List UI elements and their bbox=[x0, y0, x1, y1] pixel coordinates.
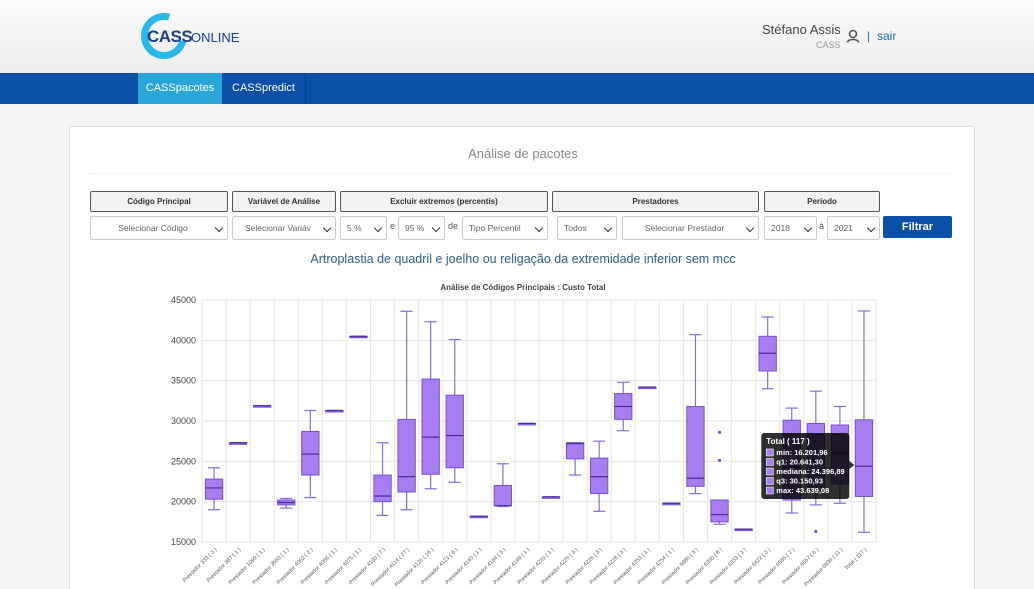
logo-online-text: ONLINE bbox=[191, 30, 240, 45]
connector-a: à bbox=[819, 221, 825, 231]
chevron-down-icon bbox=[866, 223, 876, 233]
logo-cass-text: CASS bbox=[147, 27, 193, 46]
chart-title: Análise de Códigos Principais : Custo To… bbox=[440, 283, 606, 292]
prestador-select[interactable]: Selecionar Prestador bbox=[622, 216, 759, 240]
tab-casspredict[interactable]: CASSpredict bbox=[222, 73, 306, 104]
tooltip-swatch bbox=[765, 458, 774, 466]
outlier-point bbox=[814, 529, 818, 534]
year-to-select[interactable]: 2021 bbox=[827, 216, 880, 240]
y-tick-label: 25000 bbox=[171, 456, 196, 466]
box bbox=[565, 442, 585, 460]
y-tick-label: 15000 bbox=[171, 537, 196, 547]
year-to-value: 2021 bbox=[834, 223, 853, 233]
codigo-select[interactable]: Selecionar Código bbox=[90, 216, 228, 240]
header-separator: | bbox=[867, 29, 871, 43]
pct-low-value: 5 % bbox=[347, 223, 362, 233]
pct-high-value: 95 % bbox=[405, 223, 425, 233]
connector-e: e bbox=[390, 221, 396, 231]
tooltip-swatch bbox=[765, 448, 774, 457]
main-nav: CASSpacotes CASSpredict bbox=[0, 73, 1034, 104]
chevron-down-icon bbox=[803, 223, 813, 233]
label-prestadores: Prestadores bbox=[552, 191, 759, 212]
logout-link[interactable]: sair bbox=[877, 29, 897, 43]
box bbox=[493, 485, 513, 507]
tooltip-title: Total ( 117 ) bbox=[766, 437, 810, 446]
pct-low-select[interactable]: 5 % bbox=[340, 216, 387, 240]
chevron-down-icon bbox=[214, 223, 224, 233]
box bbox=[710, 499, 729, 523]
tooltip-line: min: 16.201,96 bbox=[776, 448, 827, 457]
label-variavel-analise: Variável de Análise bbox=[232, 191, 336, 212]
tooltip-line: q3: 30.150,93 bbox=[776, 477, 823, 486]
y-tick-label: 30000 bbox=[171, 416, 196, 426]
x-tick-label: Total ( 117 ) bbox=[844, 547, 869, 572]
y-tick-label: 40000 bbox=[171, 335, 196, 345]
cass-logo[interactable]: CASS ONLINE bbox=[132, 4, 261, 68]
prestador-scope-value: Todos bbox=[564, 223, 587, 233]
card-title: Análise de pacotes bbox=[468, 146, 578, 161]
user-org: CASS bbox=[816, 40, 841, 50]
procedure-title: Artroplastia de quadril e joelho ou reli… bbox=[310, 252, 736, 266]
card-divider bbox=[90, 173, 952, 174]
user-avatar-icon[interactable] bbox=[846, 29, 860, 43]
prestador-scope-select[interactable]: Todos bbox=[557, 216, 617, 240]
year-from-value: 2018 bbox=[771, 223, 790, 233]
tipo-percentil-select[interactable]: Tipo Percentil bbox=[462, 216, 548, 240]
chevron-down-icon bbox=[373, 223, 383, 233]
box bbox=[301, 430, 320, 476]
tooltip-line: mediana: 24.396,89 bbox=[776, 467, 844, 476]
tooltip-swatch bbox=[765, 477, 774, 485]
y-tick-label: 45000 bbox=[171, 295, 196, 305]
label-excluir-extremos: Excluir extremos (percentis) bbox=[340, 191, 548, 212]
variavel-select-value: Selecionar Variáv bbox=[245, 223, 311, 233]
pct-high-select[interactable]: 95 % bbox=[398, 216, 445, 240]
tab-casspacotes[interactable]: CASSpacotes bbox=[138, 73, 222, 104]
tooltip-line: max: 43.639,08 bbox=[776, 486, 829, 495]
analysis-card: Análise de pacotes Código Principal Vari… bbox=[69, 126, 975, 589]
tipo-percentil-value: Tipo Percentil bbox=[469, 223, 521, 233]
label-codigo-principal: Código Principal bbox=[90, 191, 228, 212]
chevron-down-icon bbox=[534, 223, 544, 233]
y-tick-label: 20000 bbox=[171, 497, 196, 507]
box bbox=[590, 457, 609, 495]
box bbox=[445, 394, 464, 469]
chevron-down-icon bbox=[322, 223, 332, 233]
chevron-down-icon bbox=[603, 223, 613, 233]
tooltip-swatch bbox=[765, 486, 774, 495]
tooltip-box bbox=[761, 433, 850, 499]
prestador-select-value: Selecionar Prestador bbox=[644, 223, 725, 233]
connector-de: de bbox=[448, 221, 459, 231]
tooltip-swatch bbox=[765, 467, 774, 476]
box bbox=[397, 418, 416, 493]
chevron-down-icon bbox=[745, 223, 755, 233]
box bbox=[686, 405, 705, 487]
variavel-select[interactable]: Selecionar Variáv bbox=[232, 216, 336, 240]
boxplot-chart: 15000200002500030000350004000045000Prest… bbox=[171, 295, 877, 588]
filtrar-button[interactable]: Filtrar bbox=[883, 216, 952, 238]
label-periodo: Período bbox=[764, 191, 880, 212]
y-tick-label: 35000 bbox=[171, 376, 196, 386]
codigo-select-value: Selecionar Código bbox=[118, 223, 188, 233]
chevron-down-icon bbox=[431, 223, 441, 233]
app-header: CASS ONLINE Stéfano Assis CASS | sair bbox=[0, 0, 1034, 73]
box bbox=[204, 478, 224, 500]
box bbox=[854, 419, 874, 497]
year-from-select[interactable]: 2018 bbox=[764, 216, 817, 240]
outlier-point bbox=[717, 430, 722, 434]
tooltip-line: q1: 20.641,30 bbox=[776, 458, 823, 467]
user-name: Stéfano Assis bbox=[762, 22, 841, 37]
tooltip-pointer bbox=[849, 461, 855, 469]
outlier-point bbox=[717, 458, 722, 463]
box bbox=[373, 474, 392, 503]
box bbox=[421, 378, 440, 475]
